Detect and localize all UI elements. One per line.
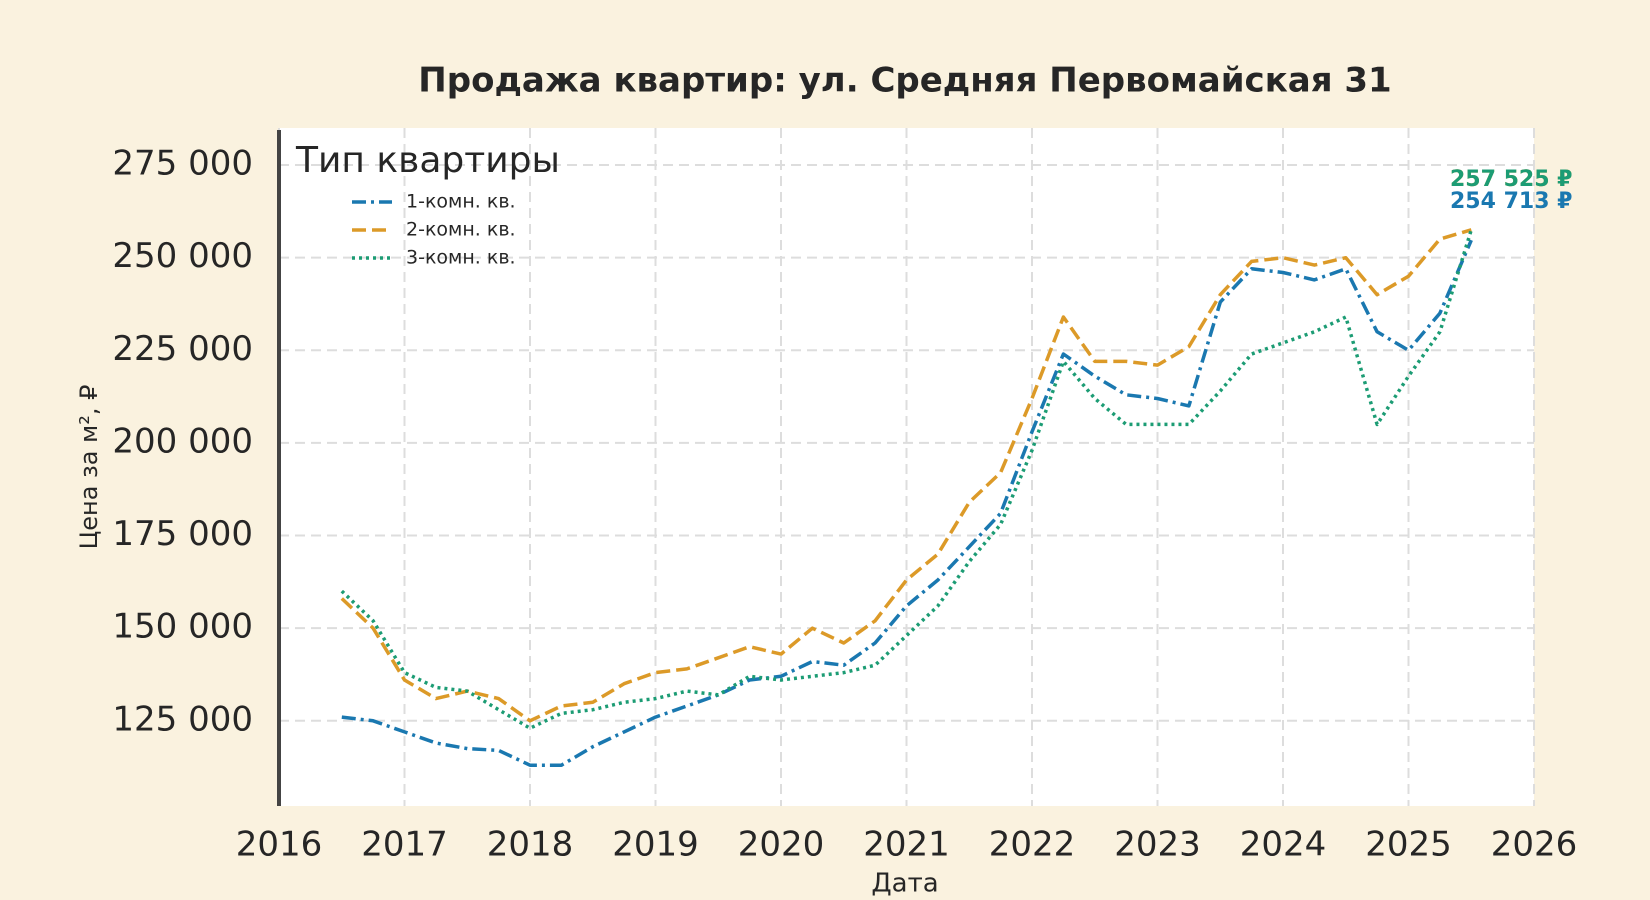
y-tick-label: 175 000	[112, 514, 253, 554]
legend-title: Тип квартиры	[295, 140, 560, 181]
series-line	[340, 228, 1472, 723]
y-tick-label: 150 000	[112, 607, 253, 647]
y-tick-label: 275 000	[112, 144, 253, 184]
x-tick-label: 2023	[1114, 825, 1201, 865]
x-tick-label: 2020	[738, 825, 825, 865]
y-tick-label: 125 000	[112, 699, 253, 739]
y-tick-label: 225 000	[112, 329, 253, 369]
x-tick-label: 2019	[612, 825, 699, 865]
series-line	[341, 239, 1473, 767]
end-value-label: 254 713 ₽	[1450, 189, 1572, 214]
legend-label: 1-комн. кв.	[406, 191, 516, 213]
x-tick-label: 2024	[1240, 825, 1327, 865]
legend-label: 3-комн. кв.	[406, 247, 516, 269]
legend-label: 2-комн. кв.	[406, 219, 516, 241]
y-tick-label: 200 000	[112, 421, 253, 461]
x-tick-label: 2026	[1491, 825, 1578, 865]
chart-title: Продажа квартир: ул. Средняя Первомайска…	[418, 61, 1391, 101]
end-value-label: 257 525 ₽	[1450, 167, 1572, 192]
end-value-label: 257 525 ₽	[1450, 167, 1572, 192]
x-tick-label: 2016	[236, 825, 323, 865]
x-tick-label: 2018	[487, 825, 574, 865]
x-axis-label: Дата	[871, 869, 938, 899]
x-tick-label: 2025	[1365, 825, 1452, 865]
x-tick-label: 2021	[863, 825, 950, 865]
y-axis-label: Цена за м², ₽	[75, 385, 103, 550]
y-tick-label: 250 000	[112, 236, 253, 276]
x-tick-label: 2022	[989, 825, 1076, 865]
x-tick-label: 2017	[361, 825, 448, 865]
